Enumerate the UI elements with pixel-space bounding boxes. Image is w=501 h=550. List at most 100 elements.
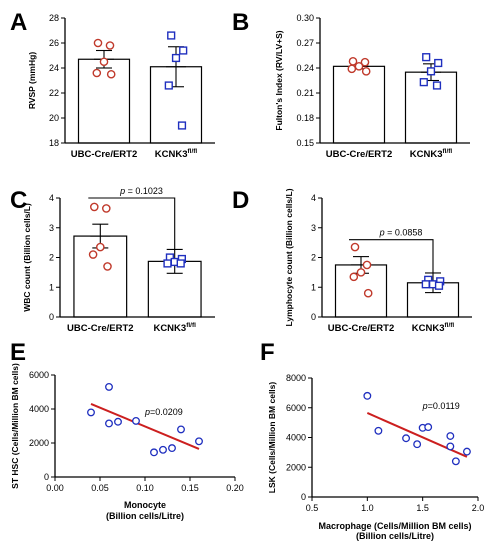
data-point	[179, 46, 188, 55]
y-tick-label: 2	[311, 253, 316, 263]
y-tick-label: 18	[49, 138, 59, 148]
data-point	[350, 242, 360, 252]
x-axis-label-units: (Billion cells/Litre)	[106, 511, 184, 521]
y-tick-label: 4000	[286, 433, 306, 443]
panel-d: D 0 1 2 3 4 Lymphocyte count (Billion cells/L)…	[232, 187, 472, 334]
panel-c: C 0 1 2 3 4 WBC count (Billion cells/L) UBC-Cre…	[10, 186, 215, 334]
x-tick-label: 2.0	[472, 503, 485, 513]
p-value: p=0.0119	[422, 401, 460, 411]
y-tick-label: 2000	[286, 462, 306, 472]
bar	[332, 65, 386, 144]
y-tick-label: 1	[311, 282, 316, 292]
data-point	[171, 53, 181, 63]
data-point	[434, 58, 443, 68]
trend-line	[90, 402, 200, 450]
data-point	[413, 440, 422, 449]
data-point	[90, 202, 99, 212]
panel-label: E	[10, 339, 26, 366]
y-axis-label: ST HSC (Cells/Million BM cells)	[10, 363, 20, 489]
y-tick-label: 0.15	[296, 138, 314, 148]
y-tick-label: 0.27	[296, 38, 314, 48]
y-axis-label: Lymphocyte count (Billion cells/L)	[284, 188, 294, 326]
x-axis-label: Macrophage (Cells/Million BM cells)	[318, 521, 471, 531]
y-tick-label: 8000	[286, 373, 306, 383]
y-tick-label: 0	[311, 312, 316, 322]
data-point	[446, 442, 455, 451]
data-point	[451, 457, 460, 466]
data-point	[363, 288, 373, 298]
panel-f: F 0 2000 4000 6000 8000 0.5 1.0 1.5 2.0 LSK (Cells…	[260, 339, 484, 541]
data-point	[168, 444, 176, 453]
data-point	[421, 280, 430, 289]
y-tick-label: 6000	[29, 370, 49, 380]
y-tick-label: 0.18	[296, 113, 314, 123]
y-tick-label: 1	[49, 282, 54, 292]
y-tick-label: 0.30	[296, 13, 314, 23]
data-point	[164, 81, 173, 90]
data-point	[93, 38, 103, 48]
data-point	[426, 67, 436, 76]
data-point	[402, 434, 411, 443]
data-point	[99, 57, 109, 67]
p-value: p = 0.0858	[379, 228, 423, 238]
data-point	[422, 53, 431, 62]
y-tick-label: 0	[49, 312, 54, 322]
data-point	[374, 426, 383, 435]
data-point	[363, 391, 372, 400]
x-tick-label: 0.00	[46, 483, 64, 493]
x-tick-label: 1.0	[361, 503, 374, 513]
y-tick-label: 22	[49, 88, 59, 98]
data-point	[106, 69, 116, 79]
data-point	[177, 121, 187, 130]
data-point	[349, 272, 359, 282]
data-point	[432, 81, 442, 90]
panel-label: D	[232, 187, 249, 214]
data-point	[102, 204, 111, 213]
y-tick-label: 3	[49, 223, 54, 233]
data-point	[177, 425, 185, 434]
category-label: UBC-Cre/ERT2	[328, 323, 395, 334]
y-tick-label: 0	[44, 472, 49, 482]
x-tick-label: 0.05	[91, 483, 109, 493]
y-tick-label: 0.21	[296, 88, 314, 98]
data-point	[132, 416, 140, 425]
x-tick-label: 0.15	[181, 483, 199, 493]
y-tick-label: 28	[49, 13, 59, 23]
p-value: p=0.0209	[144, 407, 183, 417]
y-axis-label: WBC count (Billion cells/L)	[22, 203, 32, 312]
panel-label: B	[232, 9, 249, 36]
data-point	[114, 417, 122, 426]
panel-b: B 0.15 0.18 0.21 0.24 0.27 0.30 Fulton's Index …	[232, 9, 470, 160]
x-tick-label: 0.5	[306, 503, 319, 513]
y-tick-label: 4	[311, 193, 316, 203]
category-label: UBC-Cre/ERT2	[71, 149, 138, 160]
x-tick-label: 0.10	[136, 483, 154, 493]
data-point	[347, 64, 357, 74]
data-point	[103, 262, 112, 271]
y-tick-label: 24	[49, 63, 59, 73]
y-tick-label: 4	[49, 193, 54, 203]
x-tick-label: 0.20	[226, 483, 244, 493]
data-point	[195, 437, 203, 446]
data-point	[159, 445, 167, 454]
y-tick-label: 0	[301, 492, 306, 502]
significance-bracket	[88, 197, 176, 250]
data-point	[356, 268, 366, 277]
y-axis-label: Fulton's Index (RV/LV+S)	[274, 30, 284, 130]
category-label: KCNK3fl/fl	[412, 322, 455, 334]
data-point	[424, 423, 433, 432]
category-label: KCNK3fl/fl	[410, 148, 453, 160]
x-tick-label: 1.5	[416, 503, 429, 513]
data-point	[360, 57, 370, 67]
category-label: KCNK3fl/fl	[153, 322, 196, 334]
y-tick-label: 2	[49, 253, 54, 263]
panel-e: E 0 2000 4000 6000 0.00 0.05 0.10 0.15 0.20 ST HSC…	[10, 339, 244, 521]
data-point	[96, 242, 105, 252]
data-point	[361, 67, 371, 76]
data-point	[87, 408, 95, 417]
data-point	[176, 259, 185, 268]
x-axis-label: Monocyte	[124, 500, 166, 510]
y-tick-label: 26	[49, 38, 59, 48]
category-label: KCNK3fl/fl	[155, 148, 198, 160]
